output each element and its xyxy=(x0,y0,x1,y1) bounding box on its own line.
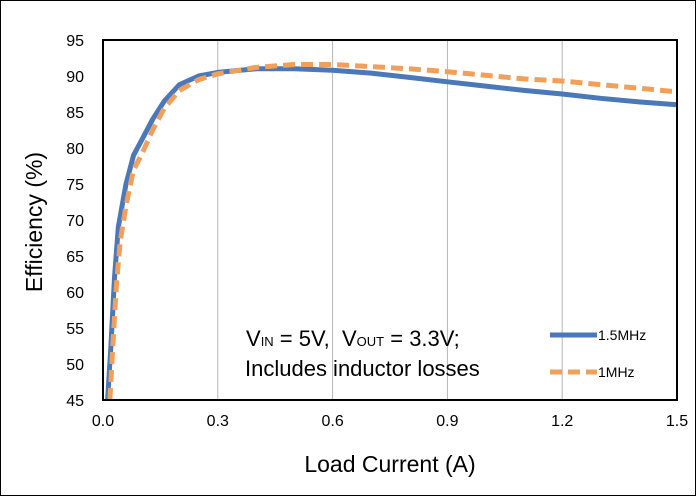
annotation-line-2: Includes inductor losses xyxy=(245,356,480,381)
x-axis-title: Load Current (A) xyxy=(304,451,475,477)
legend: 1.5MHz 1MHz xyxy=(550,327,646,380)
annotation-line-1: VIN = 5V, VOUT = 3.3V; xyxy=(246,326,460,351)
x-tick-label: 0.9 xyxy=(436,413,458,430)
y-tick-labels: 45 50 55 60 65 70 75 80 85 90 95 xyxy=(66,33,84,410)
y-tick-label: 50 xyxy=(66,357,84,374)
y-axis-title: Efficiency (%) xyxy=(21,152,47,292)
x-tick-label: 0.3 xyxy=(207,413,229,430)
y-tick-label: 60 xyxy=(66,285,84,302)
y-tick-label: 75 xyxy=(66,177,84,194)
y-tick-label: 90 xyxy=(66,69,84,86)
legend-label-1MHz: 1MHz xyxy=(598,364,635,380)
grid xyxy=(217,40,563,400)
y-tick-label: 80 xyxy=(66,141,84,158)
x-tick-label: 1.5 xyxy=(666,413,688,430)
legend-label-1.5MHz: 1.5MHz xyxy=(598,327,646,343)
x-tick-labels: 0.0 0.3 0.6 0.9 1.2 1.5 xyxy=(92,413,688,430)
annotation: VIN = 5V, VOUT = 3.3V; Includes inductor… xyxy=(245,326,480,381)
series-line-1MHz xyxy=(107,62,677,400)
y-tick-label: 45 xyxy=(66,393,84,410)
y-tick-label: 95 xyxy=(66,33,84,50)
x-tick-label: 0.0 xyxy=(92,413,114,430)
x-tick-label: 1.2 xyxy=(551,413,573,430)
y-tick-label: 55 xyxy=(66,321,84,338)
y-tick-label: 65 xyxy=(66,249,84,266)
y-tick-label: 85 xyxy=(66,105,84,122)
x-tick-label: 0.6 xyxy=(321,413,343,430)
plot-area-frame xyxy=(102,39,678,401)
series-lines xyxy=(105,62,677,400)
y-tick-label: 70 xyxy=(66,213,84,230)
